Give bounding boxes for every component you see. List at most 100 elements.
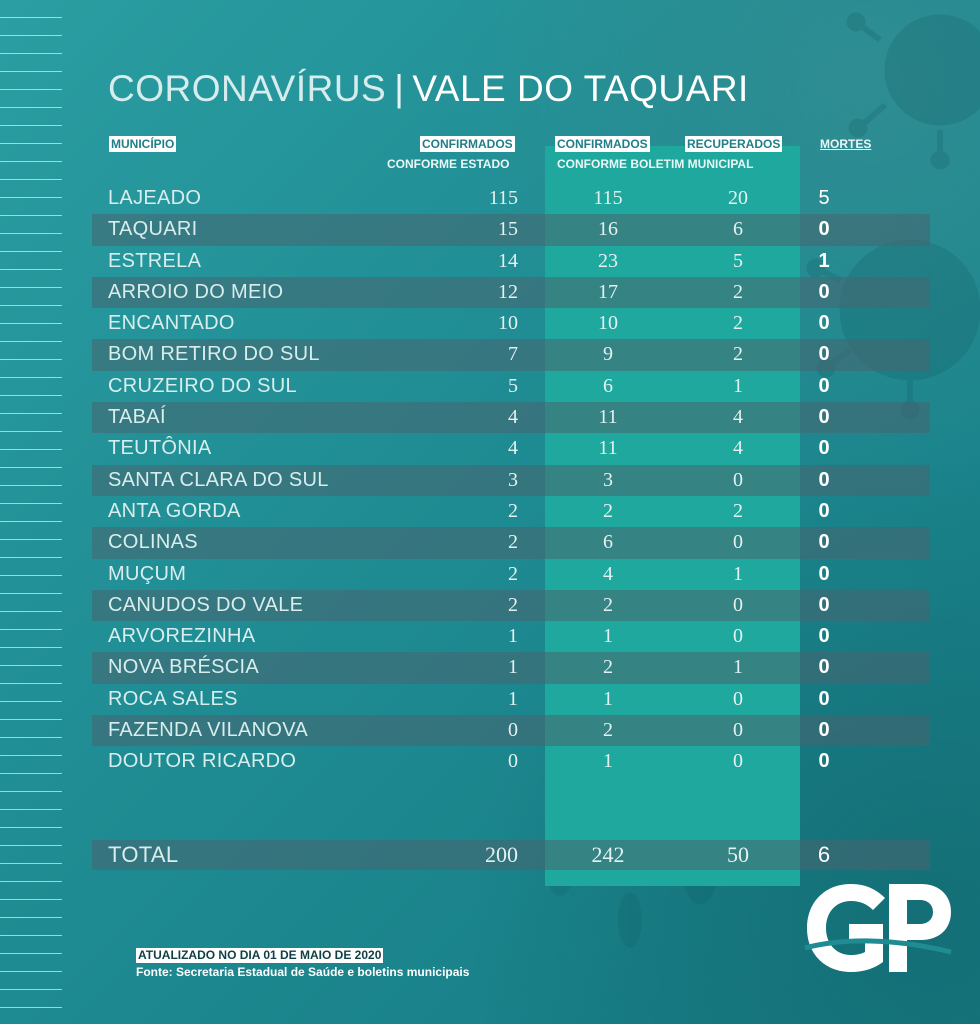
table-row: DOUTOR RICARDO 0 1 0 0 [92,746,930,777]
cell-confirmados-boletim: 23 [598,249,618,272]
cell-confirmados-boletim: 6 [603,531,613,554]
cell-confirmados-estado: 1 [508,656,518,679]
table-row: TEUTÔNIA 4 11 4 0 [92,433,930,464]
cell-recuperados: 5 [733,249,743,272]
cell-confirmados-boletim: 16 [598,218,618,241]
cell-municipio: NOVA BRÉSCIA [108,656,260,679]
footer: ATUALIZADO NO DIA 01 DE MAIO DE 2020 Fon… [136,948,469,981]
cell-recuperados: 0 [733,719,743,742]
total-label: TOTAL [108,842,179,867]
total-recuperados: 50 [727,842,749,867]
cell-confirmados-estado: 3 [508,468,518,491]
cell-mortes: 0 [818,719,830,742]
cell-confirmados-estado: 4 [508,437,518,460]
cell-confirmados-estado: 5 [508,374,518,397]
cell-recuperados: 4 [733,437,743,460]
table-row: LAJEADO 115 115 20 5 [92,183,930,214]
updated-date: ATUALIZADO NO DIA 01 DE MAIO DE 2020 [136,948,384,963]
cell-recuperados: 2 [733,343,743,366]
cell-municipio: ARROIO DO MEIO [108,280,284,303]
cell-mortes: 1 [818,249,830,272]
header-conforme-estado: CONFORME ESTADO [387,157,510,171]
cell-mortes: 0 [818,280,830,303]
left-stripe-decoration [0,0,62,1024]
table-row: BOM RETIRO DO SUL 7 9 2 0 [92,339,930,371]
boletim-column-highlight [545,146,800,886]
page-title: CORONAVÍRUS | VALE DO TAQUARI [108,68,749,110]
title-separator: | [394,68,405,109]
header-mortes: MORTES [820,137,872,151]
cell-confirmados-boletim: 3 [603,468,613,491]
cell-confirmados-boletim: 1 [603,687,613,710]
cell-mortes: 0 [818,593,830,616]
table-row: FAZENDA VILANOVA 0 2 0 0 [92,715,930,747]
cell-confirmados-estado: 12 [498,280,518,303]
cell-mortes: 0 [818,437,830,460]
cell-confirmados-estado: 15 [498,218,518,241]
cell-confirmados-boletim: 10 [598,312,618,335]
cell-municipio: ENCANTADO [108,312,235,335]
cell-recuperados: 2 [733,312,743,335]
cell-mortes: 0 [818,343,830,366]
cell-confirmados-boletim: 4 [603,562,613,585]
cell-recuperados: 0 [733,687,743,710]
total-confirmados-boletim: 242 [591,842,625,867]
cell-municipio: FAZENDA VILANOVA [108,719,309,742]
cell-recuperados: 0 [733,531,743,554]
header-conforme-boletim: CONFORME BOLETIM MUNICIPAL [557,157,754,171]
cell-confirmados-estado: 2 [508,593,518,616]
table-row: ENCANTADO 10 10 2 0 [92,308,930,339]
cell-municipio: BOM RETIRO DO SUL [108,343,320,366]
cell-municipio: TEUTÔNIA [108,437,212,460]
table-row: TABAÍ 4 11 4 0 [92,402,930,434]
table-row: TAQUARI 15 16 6 0 [92,214,930,246]
cell-recuperados: 0 [733,750,743,773]
table-row: CRUZEIRO DO SUL 5 6 1 0 [92,371,930,402]
cell-confirmados-estado: 2 [508,531,518,554]
cell-mortes: 0 [818,218,830,241]
cell-municipio: ROCA SALES [108,687,238,710]
table-row: SANTA CLARA DO SUL 3 3 0 0 [92,464,930,496]
cell-confirmados-estado: 10 [498,312,518,335]
cell-mortes: 0 [818,531,830,554]
table-row: COLINAS 2 6 0 0 [92,527,930,559]
cell-municipio: LAJEADO [108,187,202,209]
cell-recuperados: 2 [733,499,743,522]
cell-mortes: 0 [818,625,830,648]
cell-recuperados: 0 [733,625,743,648]
cell-mortes: 0 [818,750,830,773]
cell-confirmados-estado: 7 [508,343,518,366]
cell-confirmados-boletim: 9 [603,343,613,366]
header-confirmados-boletim: CONFIRMADOS [555,136,650,152]
cell-confirmados-estado: 2 [508,499,518,522]
cell-mortes: 5 [818,187,830,209]
cell-confirmados-estado: 4 [508,406,518,429]
cell-confirmados-boletim: 6 [603,374,613,397]
header-confirmados-estado: CONFIRMADOS [420,136,515,152]
cell-recuperados: 6 [733,218,743,241]
table-row: MUÇUM 2 4 1 0 [92,559,930,590]
cell-recuperados: 4 [733,406,743,429]
cell-municipio: TABAÍ [108,406,166,429]
cell-confirmados-boletim: 2 [603,499,613,522]
source-note: Fonte: Secretaria Estadual de Saúde e bo… [136,965,470,979]
cell-mortes: 0 [818,656,830,679]
total-confirmados-estado: 200 [485,842,518,867]
table-row: NOVA BRÉSCIA 1 2 1 0 [92,652,930,684]
cell-mortes: 0 [818,468,830,491]
cell-mortes: 0 [818,499,830,522]
cell-mortes: 0 [818,374,830,397]
cell-confirmados-boletim: 2 [603,593,613,616]
cell-confirmados-estado: 1 [508,625,518,648]
cell-confirmados-estado: 2 [508,562,518,585]
cell-mortes: 0 [818,687,830,710]
cell-recuperados: 0 [733,468,743,491]
total-row: TOTAL 200 242 50 6 [92,840,930,870]
table-row: ANTA GORDA 2 2 2 0 [92,496,930,527]
cell-municipio: ESTRELA [108,249,202,272]
cell-mortes: 0 [818,406,830,429]
cell-municipio: DOUTOR RICARDO [108,750,297,773]
data-table: LAJEADO 115 115 20 5 TAQUARI 15 16 6 0 E… [92,183,930,778]
cell-recuperados: 1 [733,562,743,585]
title-region: VALE DO TAQUARI [412,68,749,109]
